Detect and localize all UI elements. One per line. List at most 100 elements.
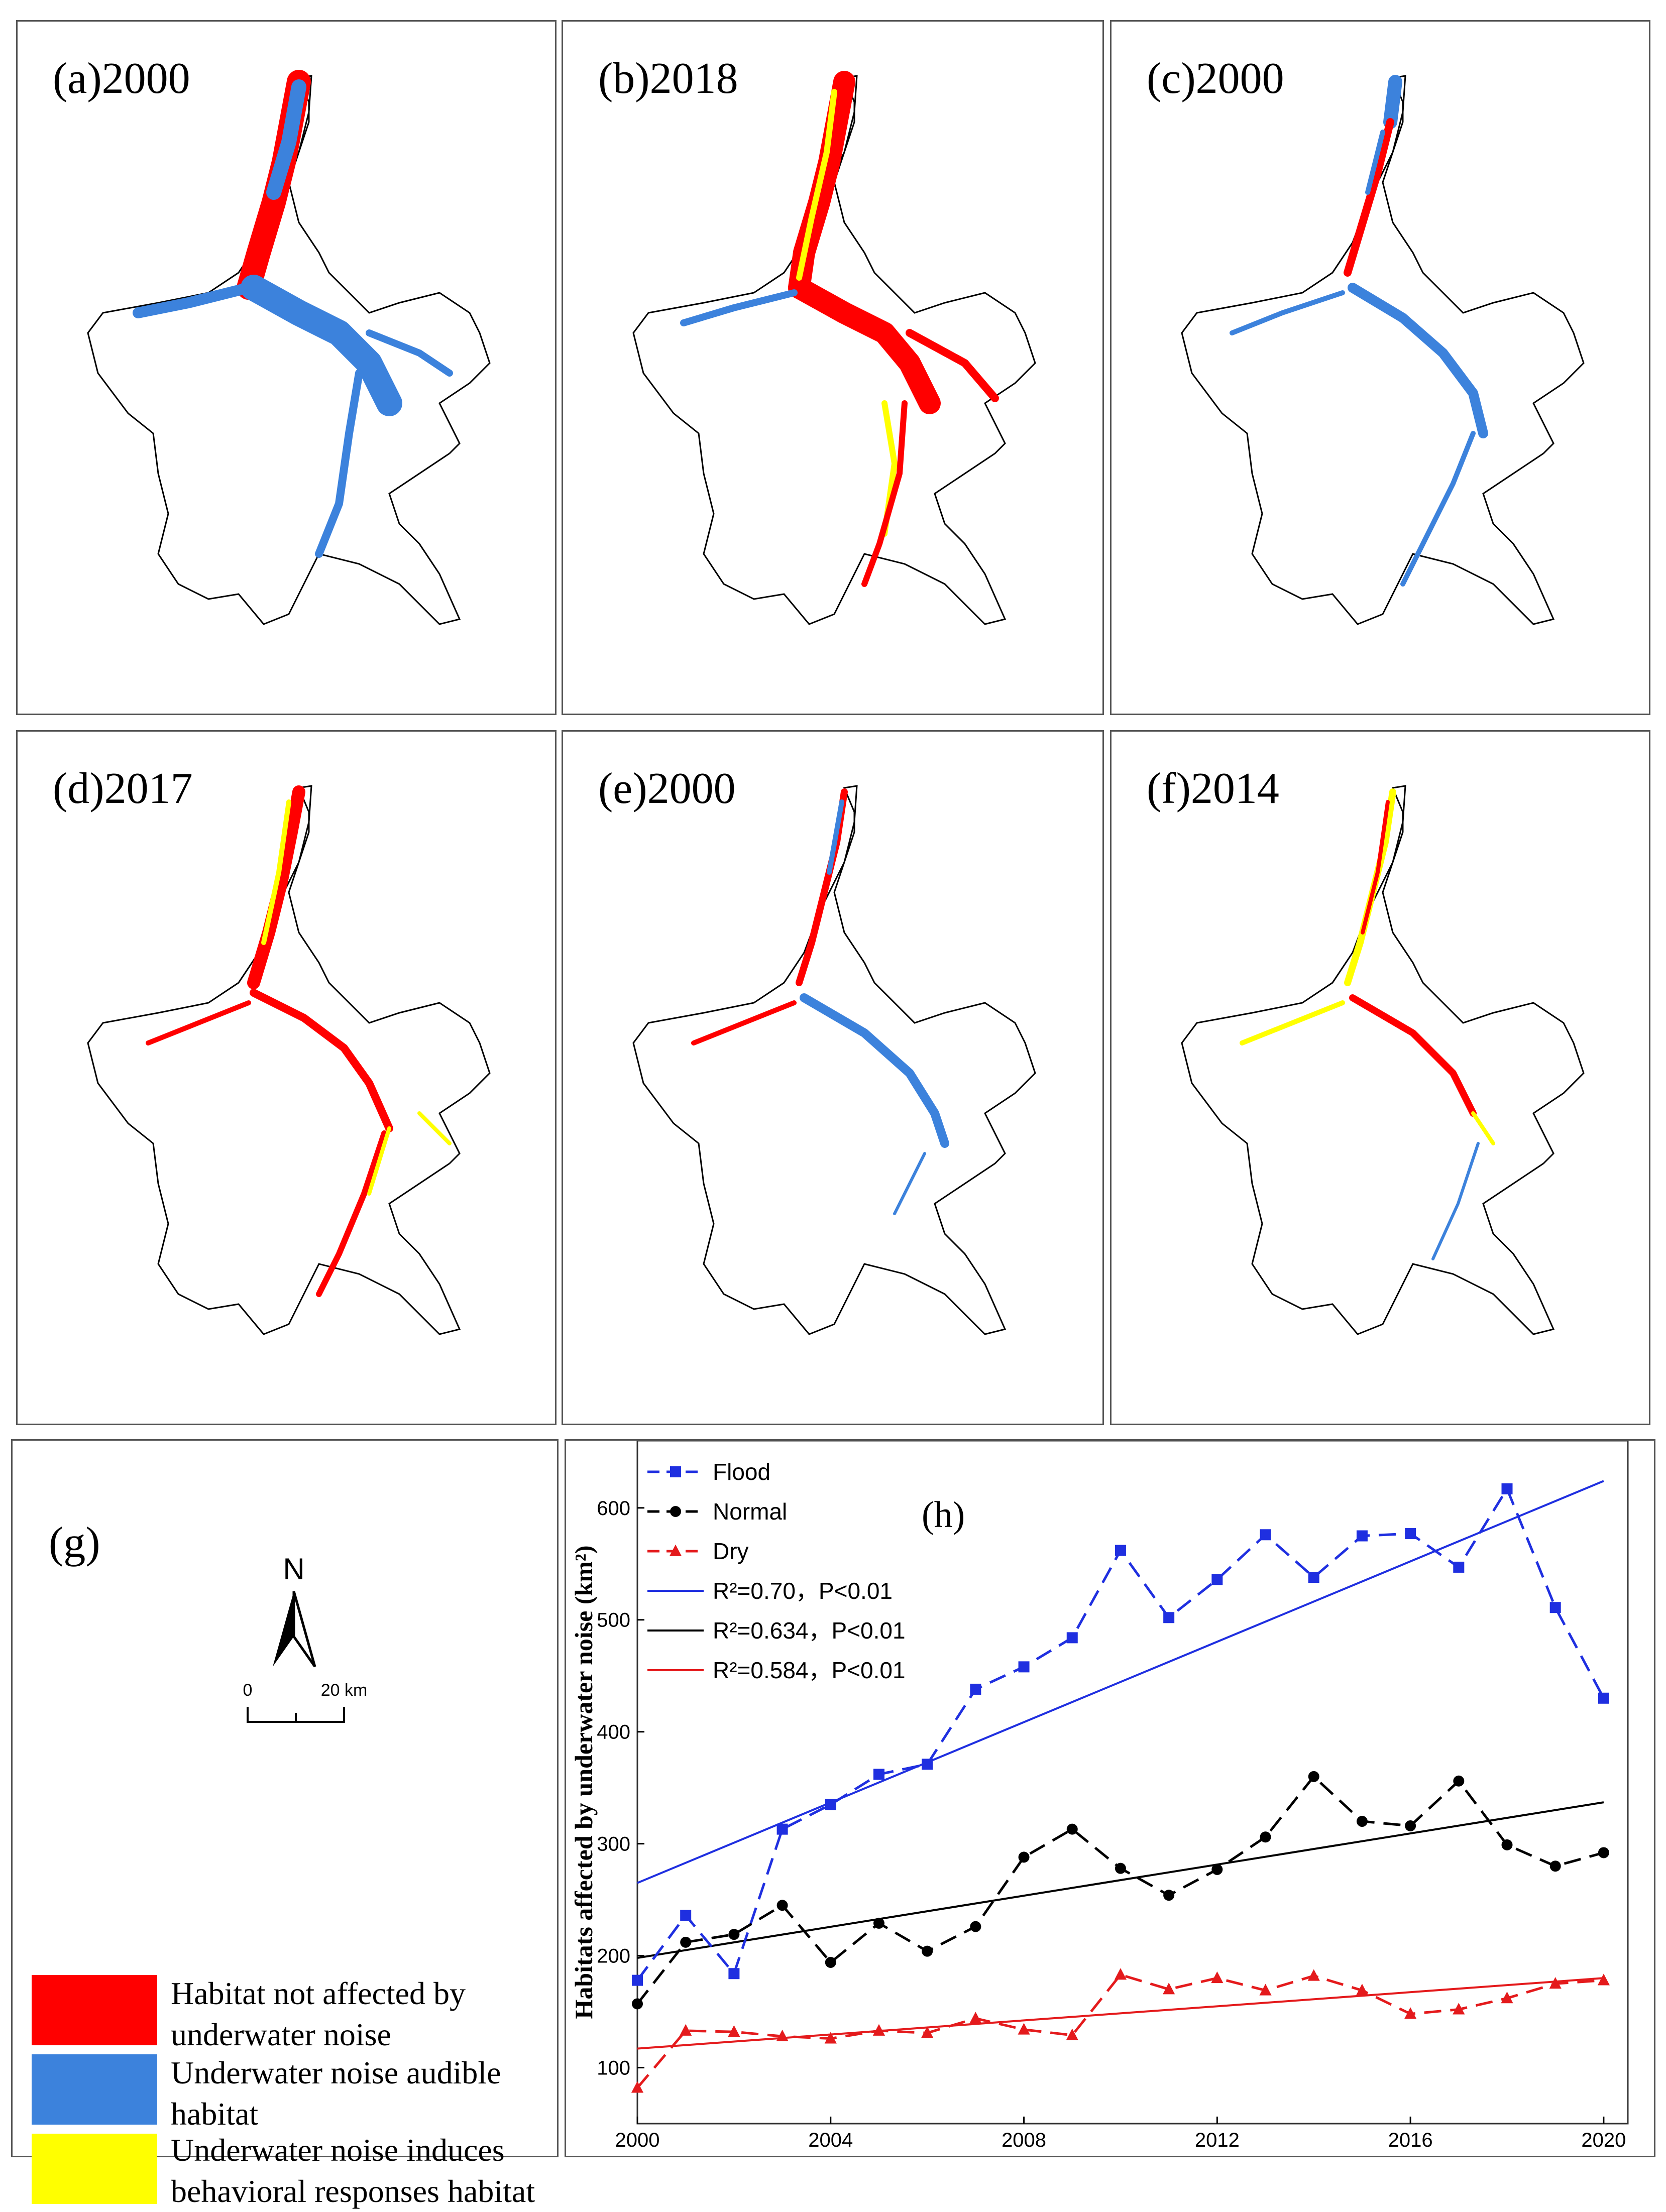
data-point	[1308, 1572, 1319, 1583]
data-point	[632, 1974, 643, 1986]
legend-panel: (g) N 0 20 km Habitat not affected by un…	[11, 1439, 559, 2209]
series-line-dry	[636, 1973, 1604, 2089]
data-point	[680, 1936, 692, 1948]
lake-map	[632, 71, 1036, 625]
map-panel-b: (b)2018	[562, 20, 1104, 715]
legend-label: Normal	[713, 1498, 787, 1525]
x-tick-label: 2016	[1388, 2129, 1433, 2151]
data-point	[1597, 1973, 1610, 1986]
north-label: N	[283, 1552, 304, 1586]
lake-outline	[87, 785, 491, 1335]
plot-frame	[636, 1441, 1629, 2125]
x-tick-label: 2020	[1581, 2129, 1626, 2151]
data-point	[670, 1466, 681, 1477]
lake-map	[87, 785, 491, 1335]
data-point	[1549, 1977, 1562, 1989]
fit-line	[637, 1801, 1604, 1959]
map-panel-e: (e)2000	[562, 730, 1104, 1425]
data-point	[922, 1759, 933, 1770]
habitat-blue	[1365, 130, 1385, 195]
data-point	[1018, 2023, 1030, 2035]
legend-item-text: Habitat not affected by underwater noise	[171, 1975, 466, 2052]
data-point	[1598, 1692, 1609, 1704]
legend-swatch-red	[32, 1975, 157, 2045]
habitat-red	[316, 1130, 387, 1297]
data-point	[669, 1544, 682, 1556]
legend-label: R²=0.70，P<0.01	[713, 1578, 893, 1604]
line-chart: 100 200 300 400 500 600 2000 2004 2008 2012 2016 20…	[570, 1441, 1629, 2151]
data-point	[1018, 1661, 1030, 1673]
habitat-blue	[827, 799, 844, 875]
habitat-red	[1349, 994, 1477, 1117]
data-point	[1501, 1839, 1513, 1850]
habitat-blue	[133, 282, 254, 318]
legend-item-text: Underwater noise audible habitat	[171, 2055, 501, 2132]
habitat-red	[861, 400, 908, 587]
legend-swatch-yellow	[32, 2134, 157, 2204]
data-point	[1163, 1983, 1175, 1995]
map-label: (c)2000	[1147, 54, 1284, 103]
y-tick-label: 200	[597, 1945, 630, 1967]
data-point	[632, 1998, 643, 2010]
data-point	[969, 2012, 982, 2024]
legend-item-text: Underwater noise induces behavioral resp…	[171, 2132, 535, 2209]
chart-panel-label: (h)	[922, 1494, 965, 1536]
lake-outline	[632, 75, 1036, 625]
y-tick-label: 100	[597, 2057, 630, 2079]
y-tick-label: 400	[597, 1721, 630, 1743]
data-point	[872, 2024, 885, 2036]
data-point	[1308, 1771, 1319, 1782]
data-point	[824, 2032, 837, 2044]
habitat-blue	[680, 289, 798, 326]
habitat-red	[691, 1000, 797, 1045]
habitat-yellow	[796, 89, 837, 281]
map-panel-a: (a)2000	[16, 20, 557, 715]
habitat-blue	[1400, 431, 1476, 587]
data-point	[1356, 1984, 1369, 1996]
map-label: (f)2014	[1147, 764, 1279, 813]
y-axis-label: Habitats affected by underwater noise (k…	[570, 1545, 598, 2019]
data-point	[1307, 1969, 1320, 1981]
map-label: (e)2000	[598, 764, 736, 813]
legend-label: Flood	[713, 1459, 770, 1485]
data-point	[1115, 1545, 1126, 1556]
map-label: (a)2000	[53, 54, 190, 103]
data-point	[631, 2081, 644, 2093]
habitat-blue	[1230, 290, 1345, 335]
scale-bar: 0 20 km	[243, 1681, 367, 1723]
data-point	[728, 1929, 740, 1940]
data-point	[1405, 1528, 1416, 1540]
x-tick-label: 2008	[1002, 2129, 1046, 2151]
habitat-red	[1344, 118, 1394, 277]
habitat-yellow	[261, 799, 291, 945]
map-panel-d: (d)2017	[16, 730, 557, 1425]
habitat-red	[247, 785, 305, 989]
data-point	[680, 1910, 692, 1921]
lake-map	[1181, 785, 1585, 1335]
lake-outline	[632, 785, 1036, 1335]
data-point	[1356, 1816, 1368, 1827]
data-point	[1114, 1968, 1127, 1980]
data-point	[1163, 1612, 1175, 1623]
legend-label: Dry	[713, 1538, 749, 1564]
data-point	[1453, 2003, 1465, 2015]
data-point	[1405, 1820, 1416, 1831]
lake-map	[1181, 75, 1585, 625]
habitat-yellow	[417, 1111, 452, 1145]
habitat-blue	[366, 329, 453, 377]
data-point	[1260, 1529, 1271, 1541]
x-tick-label: 2000	[615, 2129, 660, 2151]
data-point	[922, 1945, 933, 1957]
habitat-red	[906, 329, 999, 402]
habitat-yellow	[1471, 1111, 1495, 1145]
lake-outline	[1181, 785, 1585, 1335]
habitat-blue	[266, 79, 306, 200]
data-point	[1549, 1860, 1561, 1872]
data-point	[1260, 1831, 1271, 1843]
data-point	[1453, 1561, 1465, 1573]
habitat-red	[1361, 800, 1390, 935]
lake-map	[632, 785, 1036, 1335]
data-point	[1404, 2007, 1417, 2019]
data-point	[1211, 1864, 1223, 1875]
legend-swatch-blue	[32, 2054, 157, 2125]
